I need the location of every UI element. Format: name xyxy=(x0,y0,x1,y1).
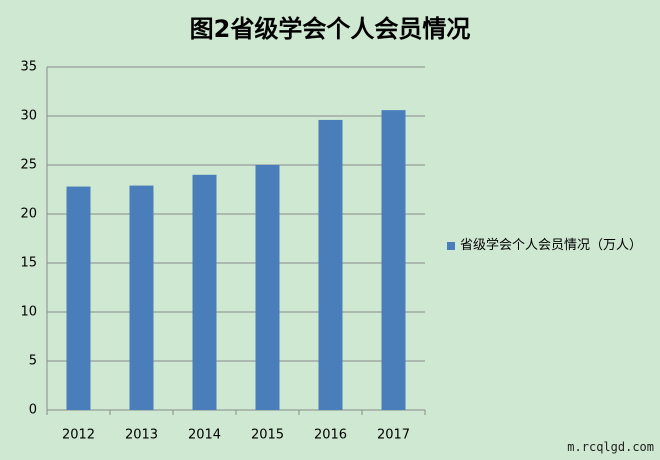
bar xyxy=(255,165,280,410)
x-tick-label: 2014 xyxy=(188,428,221,443)
x-tick-label: 2015 xyxy=(251,428,284,443)
bar xyxy=(129,185,154,410)
y-tick-label: 5 xyxy=(29,354,37,369)
x-tick-label: 2013 xyxy=(125,428,158,443)
legend-swatch xyxy=(447,242,455,250)
y-tick-label: 0 xyxy=(29,403,37,418)
bar xyxy=(318,119,343,411)
y-tick-label: 35 xyxy=(20,60,37,75)
bar xyxy=(192,174,217,410)
watermark: m.rcqlgd.com xyxy=(567,440,654,454)
y-tick-label: 20 xyxy=(20,207,37,222)
y-tick-label: 25 xyxy=(20,158,37,173)
x-tick-label: 2017 xyxy=(377,428,410,443)
legend: 省级学会个人会员情况（万人） xyxy=(447,236,652,255)
y-tick-label: 15 xyxy=(20,256,37,271)
y-tick-label: 30 xyxy=(20,109,37,124)
chart-title: 图2省级学会个人会员情况 xyxy=(190,15,471,43)
bar xyxy=(381,110,406,411)
x-tick-label: 2016 xyxy=(314,428,347,443)
bar xyxy=(66,186,91,410)
x-tick-label: 2012 xyxy=(62,428,95,443)
legend-label: 省级学会个人会员情况（万人） xyxy=(460,238,643,253)
y-tick-label: 10 xyxy=(20,305,37,320)
